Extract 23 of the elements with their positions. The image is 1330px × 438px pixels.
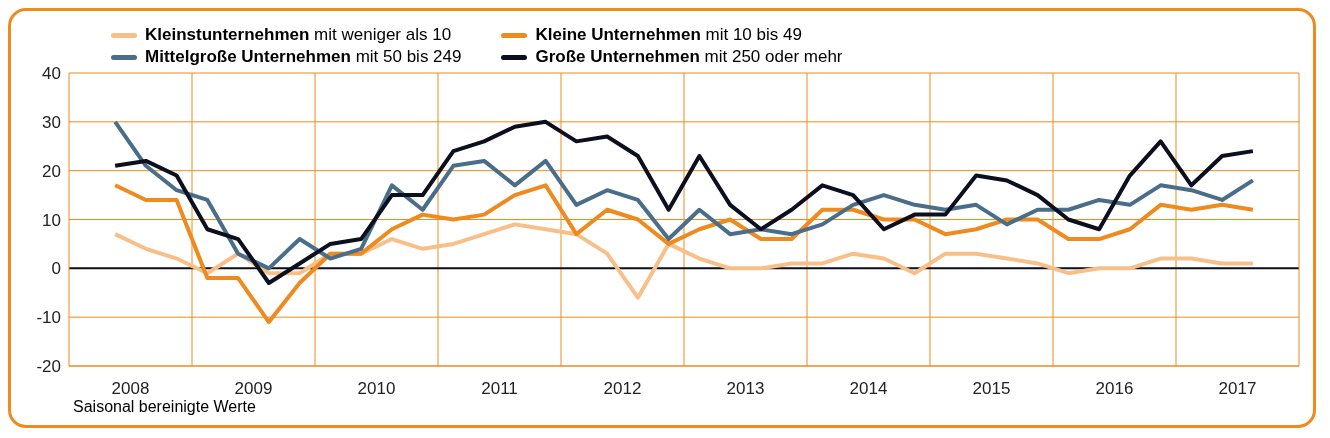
line-series	[113, 222, 1255, 300]
x-tick-label: 2014	[849, 379, 888, 399]
x-tick-label: 2010	[357, 379, 396, 399]
legend-label: Mittelgroße Unternehmen mit 50 bis 249	[145, 47, 462, 67]
y-tick-label: 30	[42, 112, 61, 132]
y-tick-label: -20	[36, 357, 61, 377]
x-tick-label: 2015	[972, 379, 1011, 399]
y-tick-label: 40	[42, 64, 61, 84]
x-tick-label: 2016	[1095, 379, 1134, 399]
y-tick-label: 0	[51, 259, 61, 279]
x-tick-label: 2013	[726, 379, 765, 399]
legend-label: Große Unternehmen mit 250 oder mehr	[535, 47, 843, 67]
x-tick-label: 2011	[481, 379, 518, 399]
x-tick-label: 2012	[603, 379, 642, 399]
x-tick-label: 2017	[1218, 379, 1257, 399]
y-tick-label: -10	[36, 308, 61, 328]
y-tick-label: 20	[42, 161, 61, 181]
text: Saisonal bereinigte Werte	[73, 398, 257, 416]
y-tick-label: 10	[42, 210, 61, 230]
legend-label: Kleine Unternehmen mit 10 bis 49	[535, 25, 802, 45]
x-tick-label: 2008	[111, 379, 150, 399]
x-tick-label: 2009	[234, 379, 273, 399]
legend-label: Kleinstunternehmen mit weniger als 10	[145, 25, 452, 45]
